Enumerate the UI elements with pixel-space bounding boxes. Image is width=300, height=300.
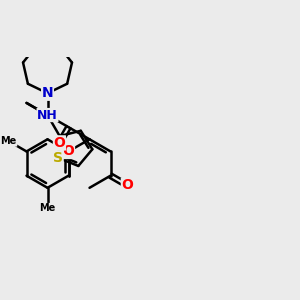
Text: O: O — [53, 136, 65, 150]
Text: Me: Me — [1, 136, 17, 146]
Text: S: S — [53, 151, 63, 165]
Text: N: N — [42, 86, 53, 100]
Text: O: O — [63, 144, 74, 158]
Text: NH: NH — [37, 109, 58, 122]
Text: O: O — [122, 178, 133, 192]
Text: Me: Me — [39, 203, 56, 213]
